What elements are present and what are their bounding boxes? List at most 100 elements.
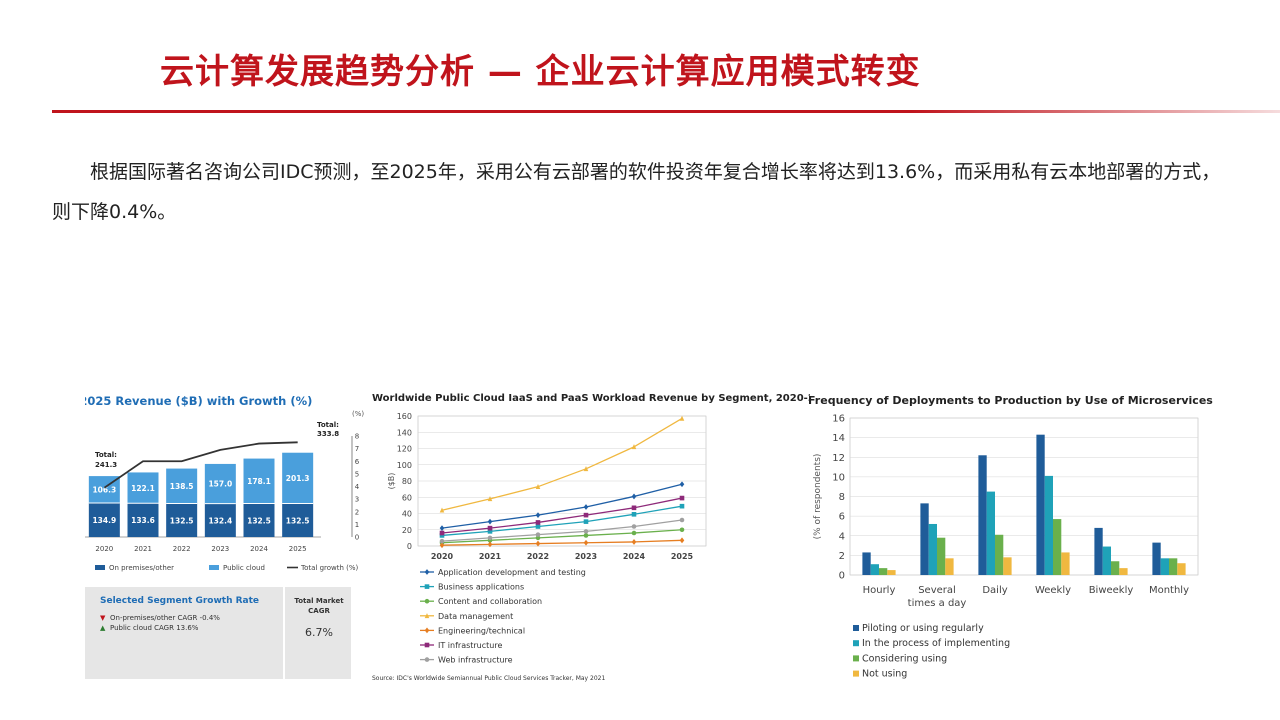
total-cagr-cell: Total Market CAGR 6.7%	[283, 587, 353, 679]
bar-on-premises	[282, 503, 314, 537]
legend-label: Considering using	[862, 653, 947, 664]
bar-label-public-cloud: 157.0	[208, 480, 232, 489]
bar-public-cloud	[204, 463, 236, 504]
x-tick-label: 2022	[527, 552, 549, 561]
x-tick-label: Daily	[982, 585, 1007, 596]
x-tick-label: Monthly	[1149, 585, 1189, 596]
bar-label-public-cloud: 106.3	[92, 486, 116, 495]
legend-swatch	[95, 565, 105, 570]
bar-3	[1061, 552, 1070, 575]
data-point	[535, 532, 541, 537]
bar-label-on-premises: 132.4	[208, 516, 232, 525]
legend-marker	[424, 642, 430, 648]
data-point	[439, 538, 445, 544]
bar-3	[887, 570, 896, 575]
bar-3	[945, 558, 954, 575]
y2-tick-label: 4	[355, 483, 360, 491]
y-tick-label: 60	[402, 493, 412, 502]
legend-label: Public cloud	[223, 564, 265, 572]
bar-0	[1094, 527, 1103, 575]
bar-0	[1036, 434, 1045, 575]
x-tick-label: 2020	[95, 545, 113, 553]
bar-3	[1003, 557, 1012, 575]
series-line	[441, 529, 683, 544]
legend-label: Engineering/technical	[438, 626, 525, 635]
data-point	[583, 512, 589, 518]
bar-label-on-premises: 132.5	[286, 516, 310, 525]
data-point	[535, 540, 541, 547]
series-line	[441, 539, 683, 546]
bar-public-cloud	[127, 472, 159, 504]
bar-2	[1169, 558, 1178, 575]
legend-marker	[424, 584, 430, 589]
legend-label: Application development and testing	[438, 568, 586, 577]
x-tick-label: 2024	[250, 545, 268, 553]
data-point	[439, 530, 445, 536]
legend-label: Piloting or using regularly	[862, 623, 984, 634]
intro-paragraph: 根据国际著名咨询公司IDC预测，至2025年，采用公有云部署的软件投资年复合增长…	[52, 161, 1221, 223]
data-point	[679, 415, 685, 421]
bar-3	[1177, 563, 1186, 575]
y-tick-label: 100	[397, 461, 412, 470]
annotation-value: 333.8	[317, 430, 339, 438]
y-axis-label: ($B)	[387, 473, 396, 490]
chart-title: 2020–2025 Revenue ($B) with Growth (%)	[85, 394, 312, 408]
legend-label: Business applications	[438, 583, 524, 592]
bar-2	[879, 568, 888, 575]
bar-0	[978, 455, 987, 575]
legend-label: Data management	[438, 612, 513, 621]
growth-line	[103, 441, 298, 489]
y-tick-label: 6	[839, 512, 845, 523]
bar-label-public-cloud: 138.5	[170, 482, 194, 491]
x-tick-label: Several	[918, 585, 956, 596]
legend-label: In the process of implementing	[862, 638, 1010, 649]
data-point	[679, 517, 685, 523]
x-tick-label: 2023	[575, 552, 597, 561]
bar-2	[937, 537, 946, 575]
bar-1	[928, 523, 937, 575]
y-tick-label: 10	[832, 472, 845, 483]
y2-tick-label: 6	[355, 458, 360, 466]
legend-label: Web infrastructure	[438, 656, 513, 665]
y-tick-label: 120	[397, 445, 412, 454]
data-point	[535, 512, 541, 519]
y-tick-label: 16	[832, 414, 845, 425]
x-tick-label: 2022	[173, 545, 191, 553]
bar-1	[1044, 475, 1053, 575]
x-tick-label: Weekly	[1035, 585, 1071, 596]
bar-on-premises	[88, 502, 120, 537]
total-cagr-label: Total Market CAGR	[294, 597, 344, 615]
segment-item-text: Public cloud CAGR 13.6%	[110, 624, 199, 632]
segment-growth-box: Selected Segment Growth Rate ▼ On-premise…	[85, 587, 351, 679]
up-triangle-icon: ▲	[100, 624, 106, 632]
data-point	[583, 519, 589, 524]
y2-tick-label: 1	[355, 521, 359, 529]
bar-3	[1119, 568, 1128, 575]
deployment-frequency-chart: Frequency of Deployments to Production b…	[808, 394, 1213, 680]
x-tick-label: 2025	[289, 545, 307, 553]
bar-1	[1160, 558, 1169, 575]
data-point	[631, 539, 637, 545]
x-tick-label: Biweekly	[1089, 585, 1134, 596]
annotation-label: Total:	[317, 421, 339, 429]
page-title: 云计算发展趋势分析 — 企业云计算应用模式转变	[160, 52, 921, 92]
data-point	[679, 495, 685, 501]
bar-label-public-cloud: 201.3	[286, 474, 310, 483]
legend-marker	[424, 657, 430, 662]
legend-swatch	[853, 640, 859, 647]
bar-1	[870, 564, 879, 575]
legend-swatch	[853, 625, 859, 631]
data-point	[583, 529, 589, 534]
y-tick-label: 12	[832, 453, 845, 464]
bar-label-public-cloud: 178.1	[247, 477, 271, 486]
data-point	[535, 524, 541, 529]
data-point	[679, 503, 685, 509]
bar-on-premises	[243, 503, 275, 537]
y-tick-label: 0	[407, 542, 412, 551]
legend-label: Not using	[862, 669, 907, 680]
annotation-value: 241.3	[95, 461, 117, 469]
data-point	[631, 530, 637, 536]
y-tick-label: 140	[397, 428, 412, 437]
bar-label-on-premises: 133.6	[131, 516, 155, 525]
data-point	[679, 537, 685, 544]
